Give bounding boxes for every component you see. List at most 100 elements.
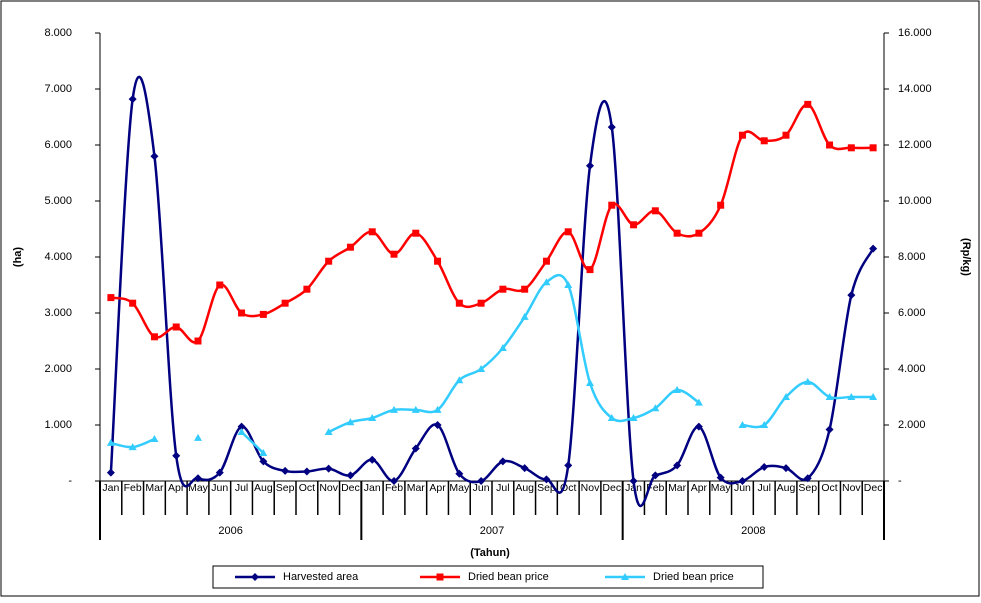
- point: [368, 228, 376, 236]
- y-tick-label: 4.000: [44, 251, 72, 263]
- point: [847, 144, 855, 152]
- y-tick-label: 7.000: [44, 83, 72, 95]
- x-tick-label: Dec: [341, 482, 360, 494]
- x-tick-label: Jul: [758, 482, 771, 494]
- x-tick-label: Feb: [124, 482, 142, 494]
- point: [498, 457, 507, 466]
- x-axis-label: (Tahun): [470, 547, 510, 559]
- point: [760, 137, 768, 145]
- x-tick-label: Jun: [734, 482, 751, 494]
- x-tick-label: Nov: [842, 482, 861, 494]
- point: [433, 405, 442, 413]
- x-tick-label: Jun: [473, 482, 490, 494]
- y2-tick-label: 12.000: [898, 139, 932, 151]
- point: [826, 141, 834, 149]
- point: [172, 451, 181, 460]
- point: [455, 299, 463, 307]
- x-tick-label: Apr: [429, 482, 446, 494]
- point: [586, 379, 594, 386]
- point: [542, 475, 551, 484]
- y-tick-label: 5.000: [44, 195, 72, 207]
- point: [477, 477, 486, 485]
- x-tick-label: Jul: [235, 482, 248, 494]
- point: [520, 312, 529, 320]
- point: [564, 461, 573, 470]
- point: [150, 152, 159, 161]
- point: [499, 285, 507, 293]
- point: [455, 376, 464, 384]
- point: [694, 398, 703, 406]
- x-tick-label: Feb: [385, 482, 403, 494]
- point: [716, 473, 725, 482]
- x-group-label: 2008: [741, 525, 765, 537]
- legend-label: Harvested area: [283, 571, 359, 583]
- point: [390, 477, 398, 485]
- x-tick-label: Aug: [254, 482, 273, 494]
- y-tick-label: 2.000: [44, 363, 72, 375]
- y2-tick-label: 6.000: [898, 307, 926, 319]
- point: [695, 229, 703, 237]
- point: [259, 310, 267, 318]
- x-tick-label: Oct: [299, 482, 315, 494]
- point: [621, 573, 629, 580]
- x-tick-label: May: [188, 482, 209, 494]
- point: [346, 243, 354, 251]
- point: [324, 464, 333, 473]
- y-axis-label: (ha): [12, 247, 24, 268]
- point: [825, 425, 834, 434]
- x-tick-label: Sep: [798, 482, 817, 494]
- x-tick-label: Sep: [276, 482, 295, 494]
- point: [607, 123, 616, 132]
- x-tick-label: Nov: [319, 482, 338, 494]
- point: [251, 573, 259, 581]
- y2-tick-label: 8.000: [898, 251, 926, 263]
- point: [651, 471, 660, 480]
- point: [760, 463, 769, 471]
- point: [760, 421, 769, 428]
- point: [694, 422, 703, 431]
- point: [564, 281, 573, 288]
- x-tick-label: Aug: [515, 482, 534, 494]
- point: [586, 161, 594, 170]
- x-tick-label: May: [449, 482, 470, 494]
- legend: [212, 565, 764, 589]
- point: [869, 144, 877, 152]
- point: [194, 474, 202, 483]
- point: [303, 285, 311, 293]
- point: [629, 477, 638, 485]
- x-tick-label: May: [711, 482, 732, 494]
- point: [325, 257, 333, 265]
- point: [237, 422, 246, 431]
- point: [433, 421, 442, 429]
- y-tick-label: -: [68, 475, 72, 487]
- point: [673, 229, 681, 237]
- y2-tick-label: 10.000: [898, 195, 932, 207]
- y2-tick-label: -: [898, 475, 902, 487]
- point: [651, 207, 659, 215]
- x-tick-label: Jun: [211, 482, 228, 494]
- x-tick-label: Oct: [821, 482, 837, 494]
- y2-tick-label: 14.000: [898, 83, 932, 95]
- x-tick-label: Jan: [364, 482, 381, 494]
- point: [194, 433, 202, 441]
- x-tick-label: Mar: [145, 482, 164, 494]
- point: [324, 428, 333, 435]
- point: [586, 266, 594, 274]
- point: [542, 278, 551, 286]
- point: [346, 418, 355, 426]
- x-tick-label: Apr: [168, 482, 185, 494]
- point: [411, 405, 420, 413]
- x-tick-label: Mar: [668, 482, 687, 494]
- point: [281, 466, 290, 475]
- y2-axis-label: (Rp/kg): [960, 238, 972, 276]
- point: [673, 386, 682, 393]
- point: [521, 285, 529, 293]
- point: [107, 294, 115, 302]
- x-tick-label: Dec: [864, 482, 883, 494]
- point: [259, 449, 268, 456]
- point: [804, 100, 812, 108]
- point: [150, 333, 158, 341]
- point: [128, 95, 137, 104]
- point: [390, 250, 398, 258]
